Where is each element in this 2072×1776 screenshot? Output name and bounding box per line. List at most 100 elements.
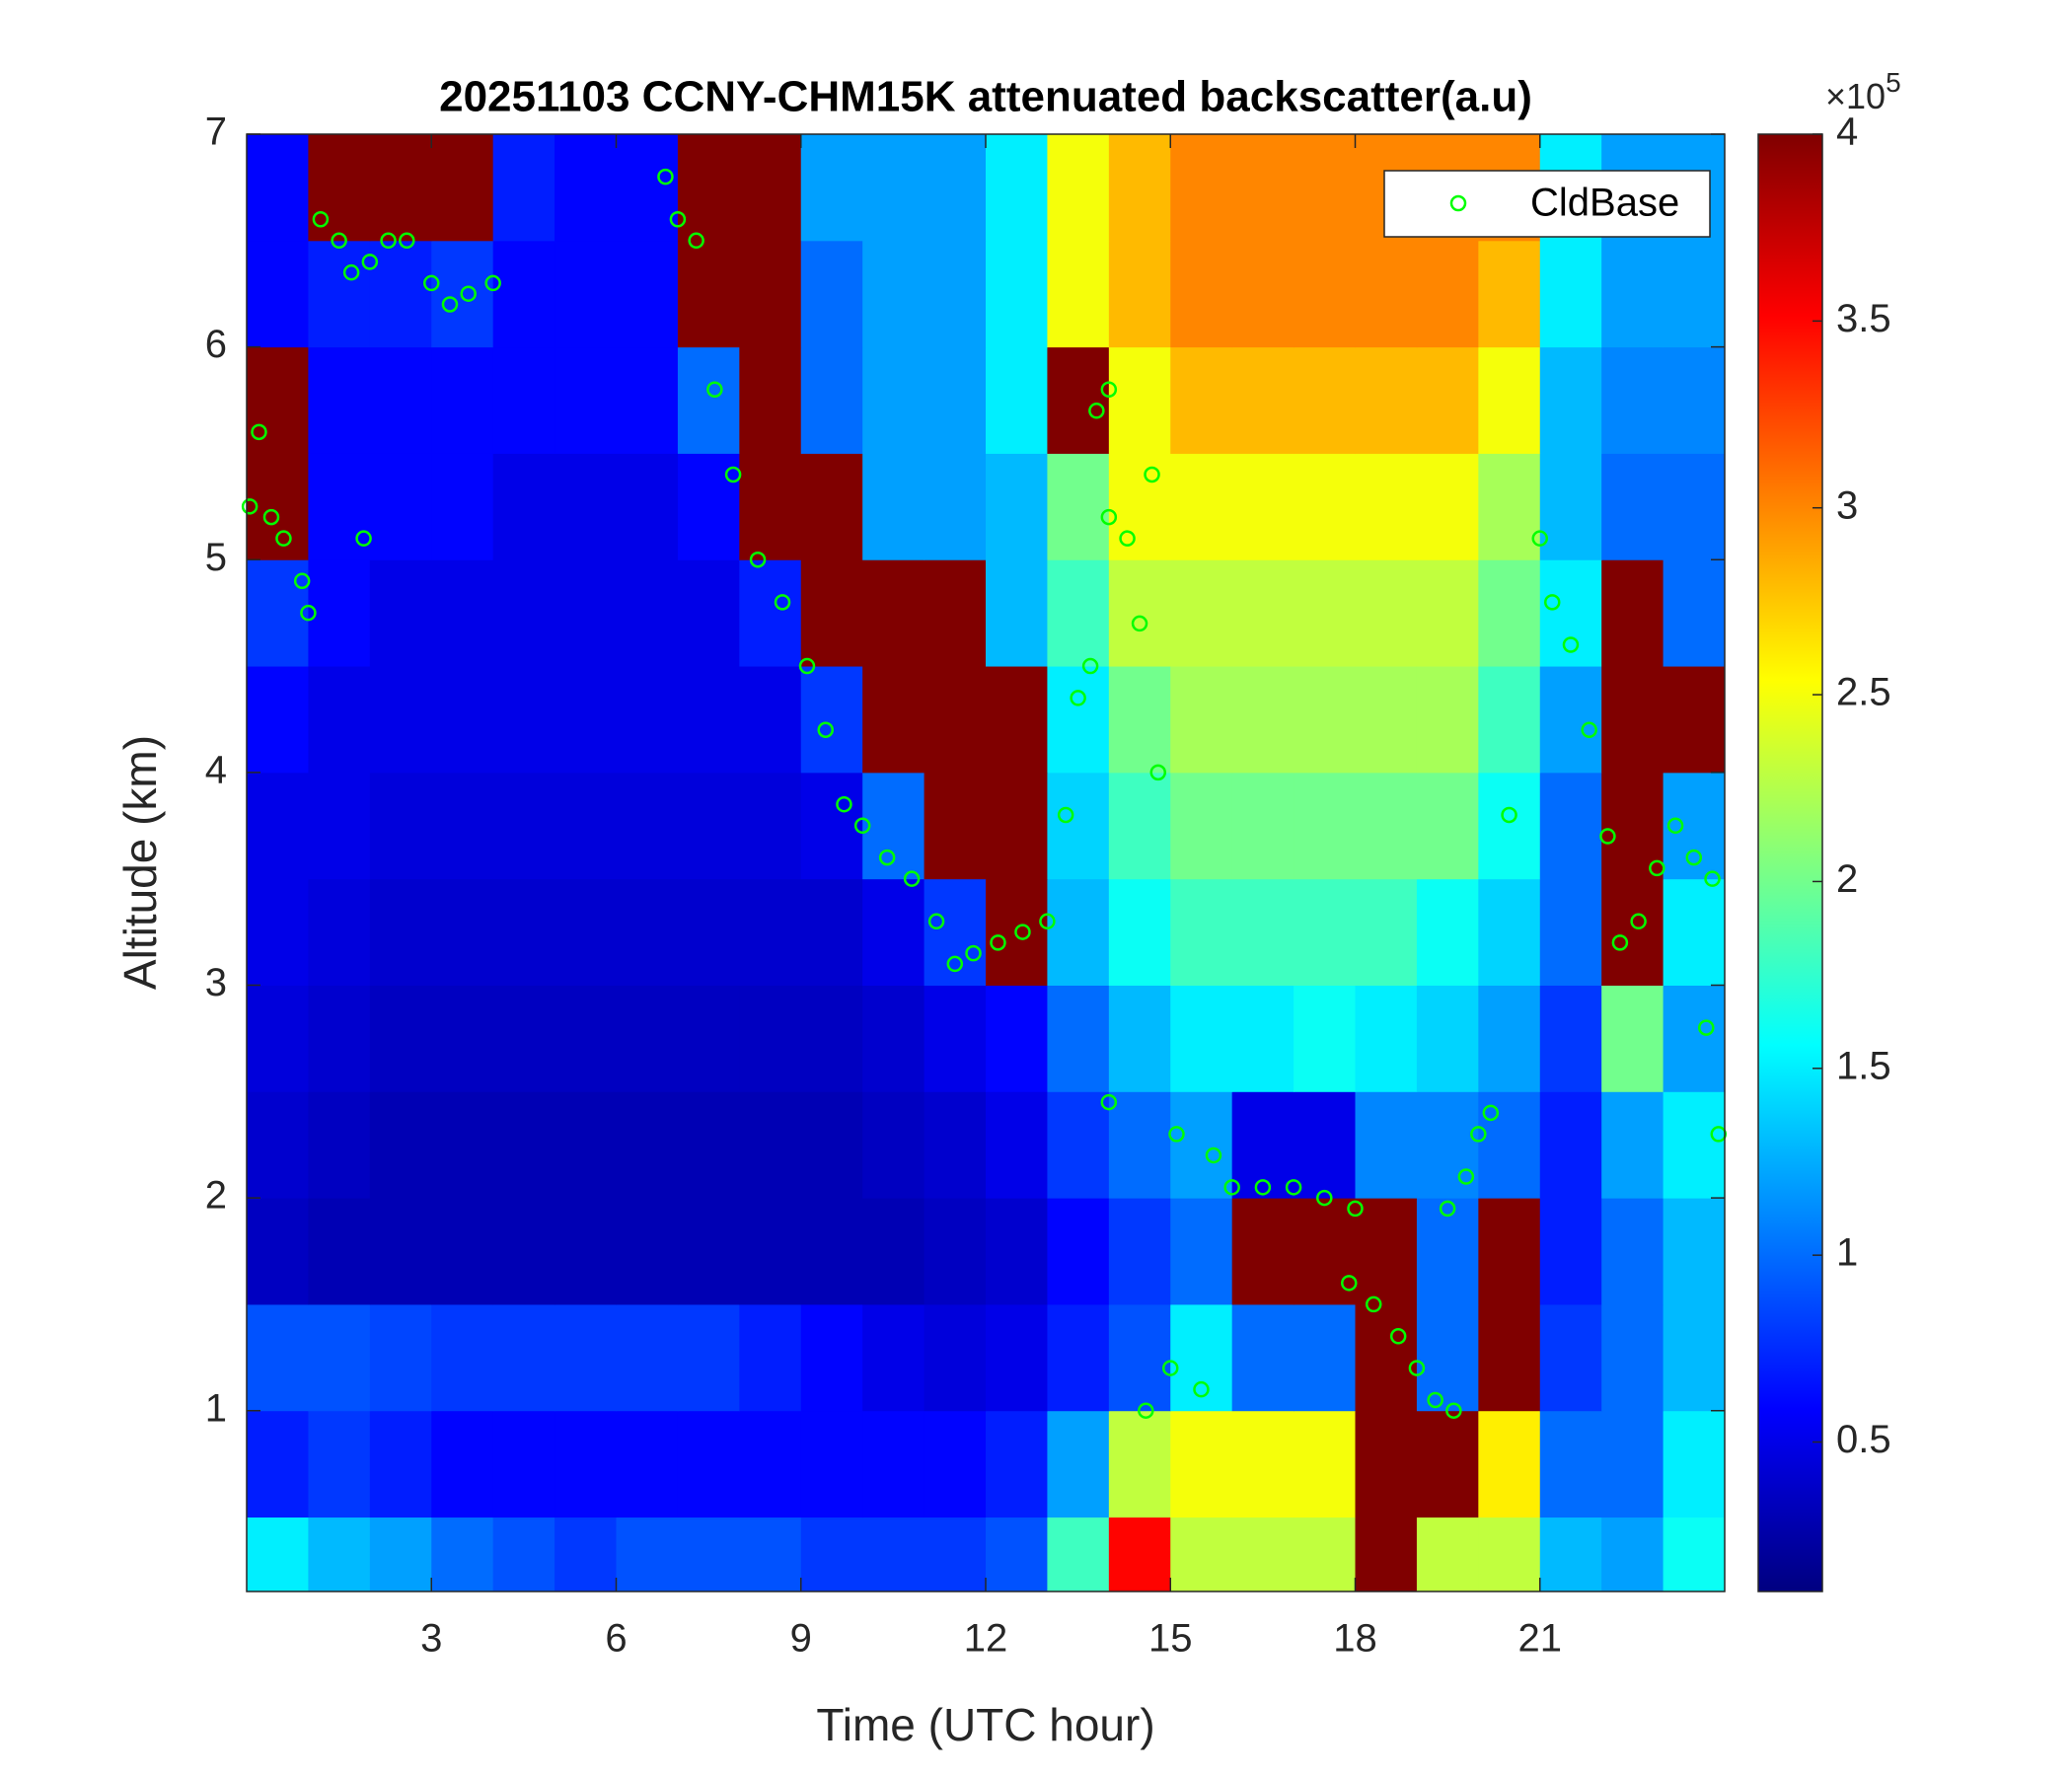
heatmap-cell (555, 772, 617, 880)
heatmap-cell (308, 666, 371, 774)
heatmap-cell (1601, 240, 1665, 348)
cloud-base-point (1057, 806, 1074, 824)
heatmap-cell (1539, 240, 1602, 348)
heatmap-cell (1108, 559, 1171, 667)
heatmap-cell (986, 666, 1048, 774)
cloud-base-point (1599, 828, 1616, 845)
cloud-base-point (1088, 403, 1105, 419)
heatmap-cell (1170, 1303, 1233, 1412)
y-axis-label: Altitude (km) (114, 735, 166, 990)
heatmap-cell (986, 453, 1048, 560)
heatmap-cell (1294, 346, 1356, 454)
cloud-base-point (836, 795, 852, 813)
heatmap-cell (555, 1517, 617, 1591)
heatmap-cell (739, 559, 802, 667)
heatmap-cell (986, 1517, 1048, 1591)
heatmap-cell (616, 985, 679, 1092)
cloud-base-point (1039, 913, 1056, 930)
cloud-base-point (1100, 381, 1118, 398)
heatmap-cell (1416, 240, 1479, 348)
heatmap-cell (247, 878, 309, 986)
x-tick-label: 18 (1333, 1617, 1377, 1661)
heatmap-cell (739, 666, 802, 774)
heatmap-cell (739, 985, 802, 1092)
cloud-base-point (1205, 1147, 1222, 1164)
cloud-base-point (1710, 1126, 1728, 1143)
heatmap-cell (1478, 559, 1541, 667)
heatmap-cell (1416, 772, 1479, 880)
heatmap-cell (1170, 559, 1233, 667)
cloud-base-point (1666, 817, 1684, 835)
cloud-base-point (1611, 934, 1629, 951)
heatmap-cell (1231, 666, 1295, 774)
heatmap-cell (862, 878, 925, 986)
cloud-base-point (1316, 1189, 1333, 1207)
heatmap-cell (369, 1198, 432, 1305)
y-tick-label: 2 (205, 1174, 227, 1218)
heatmap-cell (1294, 985, 1356, 1092)
heatmap-cell (862, 1198, 925, 1305)
heatmap-cell (800, 453, 863, 560)
heatmap-cell (431, 1303, 494, 1412)
heatmap-cell (308, 1517, 371, 1591)
heatmap-cell (492, 134, 555, 242)
cloud-base-point (1531, 530, 1548, 547)
heatmap-cell (616, 1410, 679, 1518)
heatmap-cell (1294, 559, 1356, 667)
heatmap-cell (616, 1517, 679, 1591)
cloud-base-point (275, 530, 292, 547)
heatmap-cell (677, 1517, 740, 1591)
heatmap-cell (1478, 240, 1541, 348)
heatmap-cell (1108, 134, 1171, 242)
heatmap-cell (308, 1091, 371, 1199)
heatmap-cell (616, 878, 679, 986)
heatmap-cell (739, 240, 802, 348)
heatmap-cell (369, 1303, 432, 1412)
x-tick-label: 3 (420, 1617, 442, 1661)
heatmap-cell (1478, 878, 1541, 986)
heatmap-cell (1601, 1198, 1665, 1305)
y-tick-label: 1 (205, 1386, 227, 1430)
cloud-base-point (1341, 1275, 1358, 1292)
heatmap-cell (555, 985, 617, 1092)
heatmap-cell (1170, 1410, 1233, 1518)
heatmap-cell (492, 559, 555, 667)
heatmap-cell (924, 1410, 987, 1518)
heatmap-cell (1294, 134, 1356, 242)
heatmap-cell (1108, 666, 1171, 774)
heatmap-cell (308, 559, 371, 667)
heatmap-cell (1231, 559, 1295, 667)
heatmap-cell (308, 346, 371, 454)
heatmap-cell (492, 1410, 555, 1518)
heatmap-cell (862, 1410, 925, 1518)
heatmap-cell (1170, 134, 1233, 242)
heatmap-cell (1601, 985, 1665, 1092)
colorbar (1757, 133, 1823, 1592)
heatmap-cell (986, 1303, 1048, 1412)
heatmap-cell (1294, 240, 1356, 348)
heatmap-cell (986, 985, 1048, 1092)
heatmap-cell (247, 1303, 309, 1412)
heatmap-cell (677, 772, 740, 880)
heatmap-cell (1601, 559, 1665, 667)
heatmap (247, 134, 1725, 1591)
heatmap-cell (800, 666, 863, 774)
heatmap-cell (1170, 1198, 1233, 1305)
cloud-base-point (241, 498, 259, 515)
heatmap-cell (1355, 1303, 1418, 1412)
cloud-base-point (1685, 849, 1703, 866)
heatmap-cell (1294, 1198, 1356, 1305)
heatmap-cell (924, 1091, 987, 1199)
heatmap-cell (1108, 1198, 1171, 1305)
heatmap-cell (1355, 772, 1418, 880)
heatmap-cell (247, 772, 309, 880)
heatmap-cell (1047, 1091, 1110, 1199)
heatmap-cell (739, 1091, 802, 1199)
heatmap-cell (986, 1091, 1048, 1199)
heatmap-cell (1355, 240, 1418, 348)
heatmap-cell (247, 134, 309, 242)
heatmap-cell (1601, 878, 1665, 986)
heatmap-cell (1663, 453, 1725, 560)
cloud-base-point (724, 466, 742, 483)
heatmap-cell (1047, 1517, 1110, 1591)
